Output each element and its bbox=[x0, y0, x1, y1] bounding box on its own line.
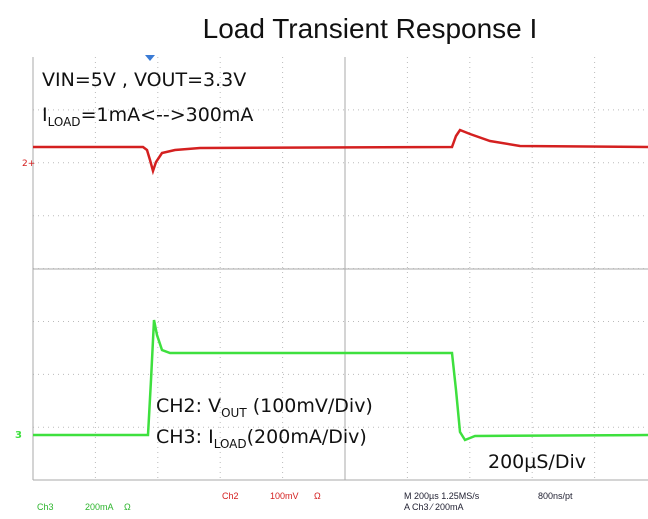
ch3-trace bbox=[33, 320, 648, 440]
text: CH3: I bbox=[156, 426, 214, 448]
screenshot: Load Transient Response I 2+ 3 VIN=5V , … bbox=[0, 0, 648, 519]
text: (200mA/Div) bbox=[247, 426, 367, 448]
subscript: LOAD bbox=[48, 115, 81, 129]
text: CH2: V bbox=[156, 395, 221, 417]
footer-text: 100mV bbox=[270, 491, 299, 501]
footer-text: Ω bbox=[124, 502, 131, 512]
footer-text: Ω bbox=[314, 491, 321, 501]
text: (100mV/Div) bbox=[247, 395, 373, 417]
ch2-marker: 2+ bbox=[22, 159, 35, 169]
title: Load Transient Response I bbox=[203, 13, 538, 44]
annotation: ILOAD=1mA<-->300mA bbox=[42, 104, 253, 129]
footer-text: 200mA bbox=[85, 502, 114, 512]
annotation: VIN=5V , VOUT=3.3V bbox=[42, 69, 246, 91]
trigger-pos bbox=[145, 55, 155, 61]
subscript: LOAD bbox=[214, 437, 247, 451]
footer-text: 800ns/pt bbox=[538, 491, 573, 501]
footer-text: A Ch3 ⁄ 200mA bbox=[404, 502, 464, 512]
text: =1mA<-->300mA bbox=[81, 104, 254, 126]
ch3-marker: 3 bbox=[15, 430, 22, 441]
annotation: CH2: VOUT (100mV/Div) bbox=[156, 395, 373, 420]
footer-text: M 200µs 1.25MS/s bbox=[404, 491, 480, 501]
footer-text: Ch3 bbox=[37, 502, 54, 512]
annotation: CH3: ILOAD(200mA/Div) bbox=[156, 426, 367, 451]
ch2-trace bbox=[33, 130, 648, 171]
annotation: 200µS/Div bbox=[488, 451, 586, 473]
footer-text: Ch2 bbox=[222, 491, 239, 501]
subscript: OUT bbox=[221, 406, 247, 420]
